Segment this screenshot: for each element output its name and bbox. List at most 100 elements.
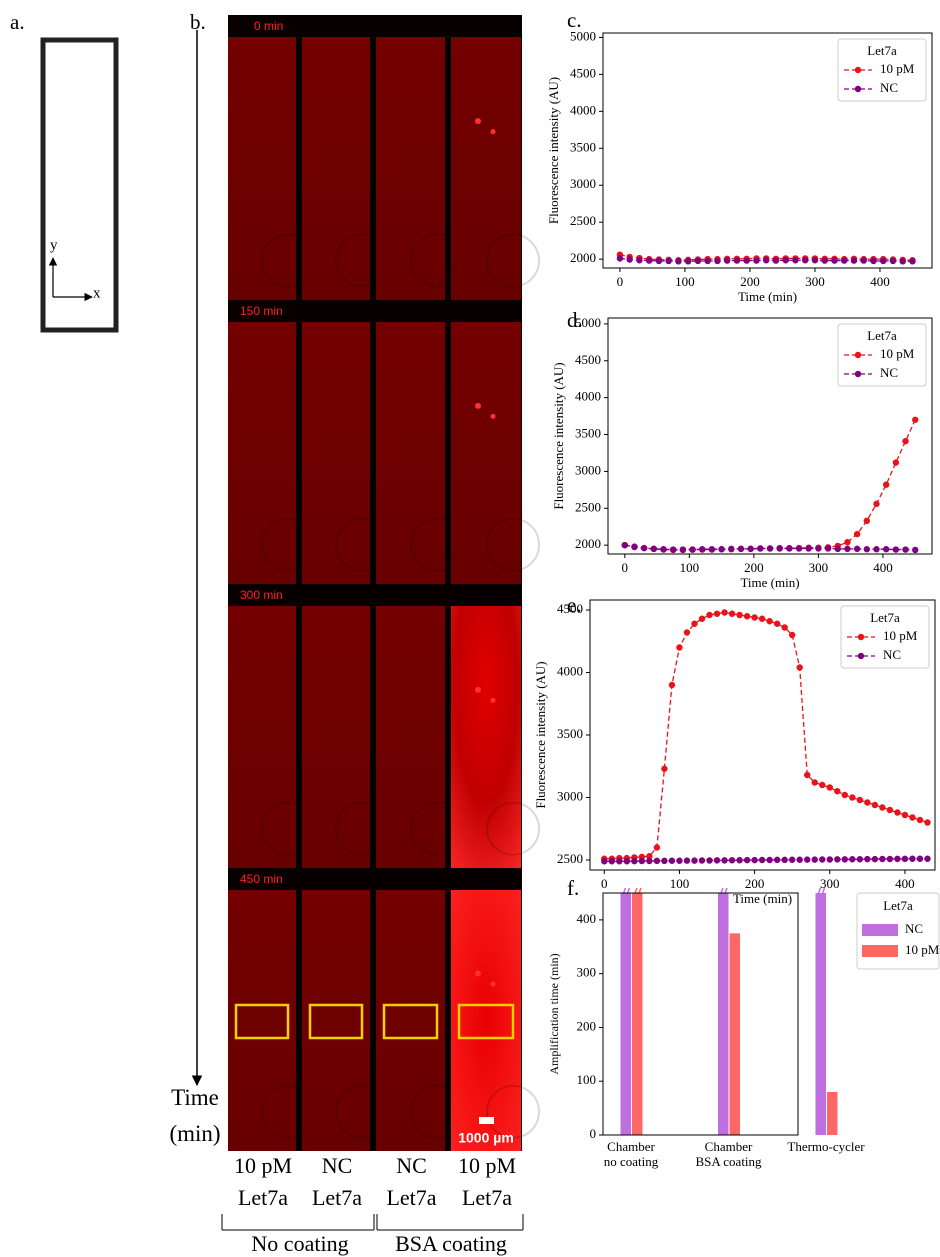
data-point — [751, 856, 758, 864]
roi-box — [308, 1003, 364, 1040]
data-point — [758, 856, 766, 864]
data-point — [795, 545, 803, 552]
target-label: Let7a — [462, 1185, 512, 1210]
data-point — [909, 814, 916, 821]
legend-title: Let7a — [867, 328, 897, 343]
legend-label: 10 pM — [880, 61, 915, 76]
panel-label: e. — [567, 593, 582, 617]
data-point — [844, 545, 851, 553]
data-point — [708, 546, 716, 553]
break-mark — [621, 887, 627, 897]
y-tick-label: 2500 — [575, 499, 601, 514]
data-point — [737, 545, 745, 553]
chamber-outline — [40, 37, 119, 333]
y-axis-label: Fluorescence intensity (AU) — [546, 77, 561, 224]
data-point — [766, 545, 774, 552]
data-point — [723, 257, 731, 264]
data-point — [718, 546, 725, 553]
micrograph — [451, 606, 521, 868]
data-point — [623, 858, 631, 865]
x-tick-label: 0 — [617, 274, 624, 289]
data-point — [831, 257, 838, 264]
data-point — [882, 481, 890, 488]
y-tick-label: 3500 — [570, 139, 596, 154]
panel-label: f. — [567, 876, 579, 900]
data-point — [736, 857, 743, 864]
speck — [475, 970, 481, 977]
data-point — [679, 546, 687, 553]
data-point — [721, 609, 728, 616]
data-point — [655, 257, 663, 265]
data-point — [631, 857, 638, 865]
y-tick-label: 3500 — [575, 426, 601, 441]
x-tick-label: 400 — [873, 560, 893, 575]
data-point — [892, 459, 900, 466]
data-point — [864, 799, 871, 806]
data-point — [901, 855, 909, 863]
data-point — [766, 618, 773, 625]
bar — [729, 933, 740, 1135]
condition-label: 10 pM — [234, 1153, 292, 1178]
legend-label: NC — [880, 80, 898, 95]
data-point — [916, 855, 924, 862]
micrograph — [302, 322, 370, 584]
x-tick-label: 200 — [744, 560, 764, 575]
data-point — [683, 629, 691, 636]
data-point — [646, 857, 653, 865]
micrograph — [302, 606, 370, 868]
data-point — [792, 257, 799, 264]
panel-label: b. — [190, 10, 206, 34]
y-tick-label: 3000 — [557, 788, 583, 803]
data-point — [841, 257, 848, 264]
data-point — [886, 855, 894, 863]
data-point — [776, 545, 783, 552]
legend-marker — [854, 85, 862, 93]
data-point — [853, 545, 861, 553]
data-point — [834, 788, 841, 795]
data-point — [871, 801, 879, 809]
x-axis-label: Time (min) — [733, 891, 792, 906]
data-point — [856, 796, 864, 804]
legend-box — [837, 323, 927, 387]
data-point — [834, 545, 841, 553]
data-point — [802, 257, 809, 264]
panel-label: c. — [567, 8, 582, 32]
legend-label: 10 pM — [880, 346, 915, 361]
data-point — [788, 631, 796, 639]
data-point — [621, 541, 628, 549]
data-point — [728, 545, 735, 553]
data-point — [886, 806, 894, 814]
break-mark — [719, 887, 724, 897]
scale-bar — [479, 1117, 494, 1124]
legend-marker — [857, 652, 865, 660]
data-point — [863, 546, 871, 553]
data-point — [880, 257, 887, 265]
speck — [475, 118, 481, 125]
data-point — [773, 856, 781, 864]
data-point — [850, 257, 858, 264]
data-point — [668, 857, 676, 864]
chamber-edge — [486, 1084, 540, 1139]
roi-box — [457, 1003, 515, 1040]
time-label: 0 min — [254, 19, 283, 33]
data-point — [668, 681, 676, 689]
x-tick-label: 200 — [745, 876, 765, 891]
data-point — [650, 545, 658, 553]
time-header — [228, 584, 522, 606]
legend-title: Let7a — [870, 610, 900, 625]
data-point — [805, 545, 812, 552]
bar — [827, 1091, 838, 1135]
data-point — [766, 856, 773, 864]
x-tick-label: Thermo-cycler — [787, 1139, 865, 1154]
data-point — [871, 855, 879, 863]
data-point — [804, 856, 811, 863]
y-tick-label: 300 — [577, 965, 597, 980]
panel-label: d. — [567, 308, 583, 332]
plot-frame — [602, 32, 933, 269]
series-line — [604, 858, 928, 862]
legend-swatch — [862, 945, 898, 957]
data-point — [781, 624, 788, 631]
data-point — [879, 804, 886, 811]
roi-box — [234, 1003, 290, 1040]
data-point — [704, 257, 711, 265]
